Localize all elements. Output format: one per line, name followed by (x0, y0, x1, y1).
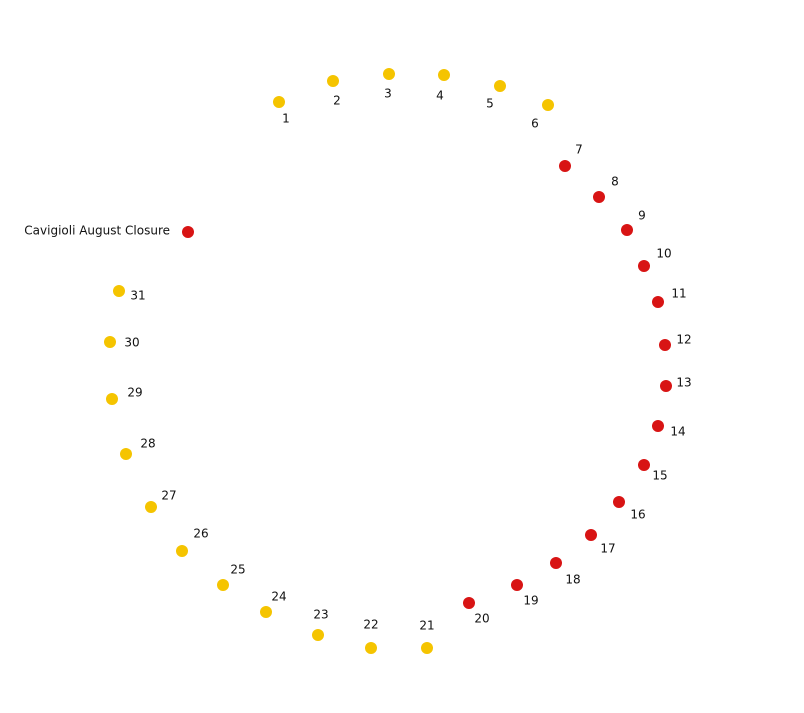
day-dot (652, 420, 664, 432)
day-dot (327, 75, 339, 87)
day-label: 14 (670, 425, 685, 439)
day-label: 11 (671, 287, 686, 301)
day-dot (542, 99, 554, 111)
day-dot (585, 529, 597, 541)
day-label: 20 (474, 612, 489, 626)
day-label: 19 (523, 594, 538, 608)
day-label: 21 (419, 619, 434, 633)
legend-label: Cavigioli August Closure (24, 224, 170, 238)
day-label: 3 (384, 87, 392, 101)
day-label: 25 (230, 563, 245, 577)
day-label: 2 (333, 94, 341, 108)
day-dot (438, 69, 450, 81)
day-label: 31 (130, 289, 145, 303)
day-label: 16 (630, 508, 645, 522)
day-label: 22 (363, 618, 378, 632)
day-label: 8 (611, 175, 619, 189)
day-dot (463, 597, 475, 609)
day-dot (383, 68, 395, 80)
day-label: 30 (124, 336, 139, 350)
day-dot (176, 545, 188, 557)
day-label: 4 (436, 89, 444, 103)
day-label: 6 (531, 117, 539, 131)
day-label: 1 (282, 112, 290, 126)
day-dot (312, 629, 324, 641)
day-label: 17 (600, 542, 615, 556)
day-dot (365, 642, 377, 654)
day-dot (613, 496, 625, 508)
day-label: 9 (638, 209, 646, 223)
day-dot (638, 459, 650, 471)
day-label: 27 (161, 489, 176, 503)
day-dot (260, 606, 272, 618)
legend-dot (182, 226, 194, 238)
day-label: 15 (652, 469, 667, 483)
day-dot (660, 380, 672, 392)
day-dot (273, 96, 285, 108)
day-label: 24 (271, 590, 286, 604)
day-label: 18 (565, 573, 580, 587)
day-label: 5 (486, 97, 494, 111)
day-dot (559, 160, 571, 172)
day-dot (494, 80, 506, 92)
day-dot (120, 448, 132, 460)
day-dot (511, 579, 523, 591)
day-label: 10 (656, 247, 671, 261)
day-dot (106, 393, 118, 405)
day-dot (550, 557, 562, 569)
day-dot (217, 579, 229, 591)
day-dot (113, 285, 125, 297)
day-label: 28 (140, 437, 155, 451)
day-dot (593, 191, 605, 203)
day-label: 12 (676, 333, 691, 347)
day-label: 29 (127, 386, 142, 400)
day-label: 7 (575, 143, 583, 157)
day-dot (652, 296, 664, 308)
day-dot (659, 339, 671, 351)
day-dot (104, 336, 116, 348)
day-label: 23 (313, 608, 328, 622)
day-dot (621, 224, 633, 236)
day-label: 26 (193, 527, 208, 541)
day-dot (638, 260, 650, 272)
day-dot (421, 642, 433, 654)
day-dot (145, 501, 157, 513)
day-label: 13 (676, 376, 691, 390)
